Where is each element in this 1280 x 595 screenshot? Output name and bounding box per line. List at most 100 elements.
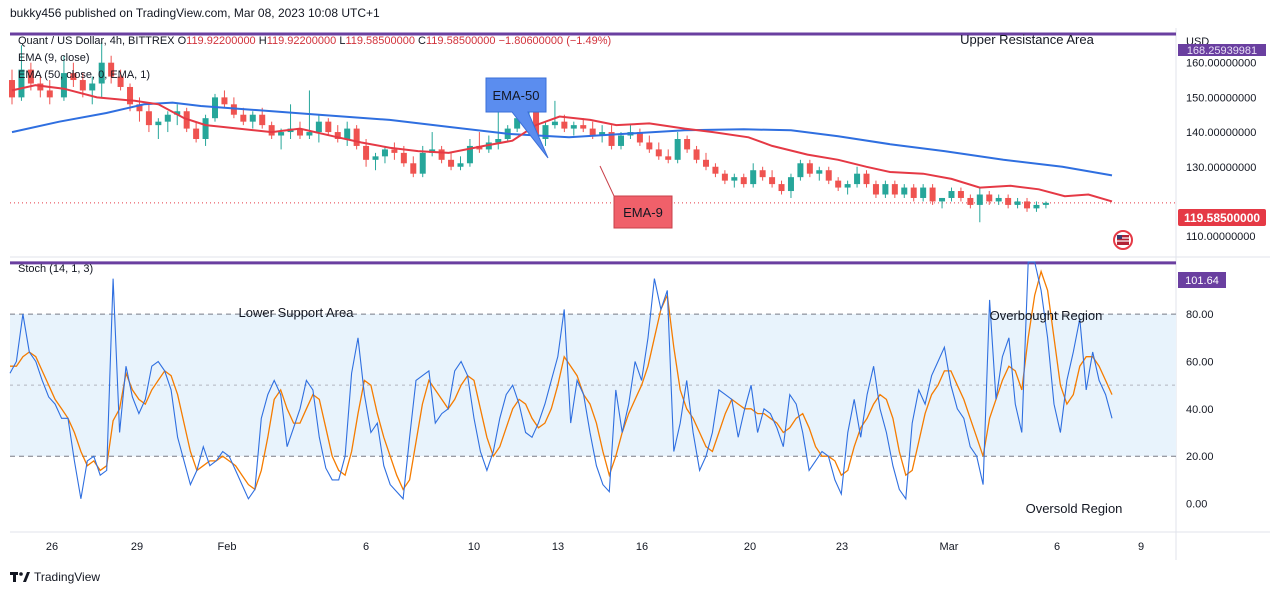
ema9-line xyxy=(11,84,1113,203)
candle-body xyxy=(665,156,672,160)
stoch-legend[interactable]: Stoch (14, 1, 3) xyxy=(18,263,94,275)
price-tick-label: 130.00000000 xyxy=(1186,162,1256,174)
candle-body xyxy=(1042,202,1049,205)
candle-body xyxy=(901,187,908,195)
stoch-tick-label: 20.00 xyxy=(1186,451,1214,463)
candle-body xyxy=(948,191,955,198)
candle-body xyxy=(608,132,615,146)
candle-body xyxy=(759,170,766,178)
candle-body xyxy=(296,128,303,136)
candle-body xyxy=(967,197,974,205)
candle-body xyxy=(514,118,521,129)
x-tick-label: 16 xyxy=(636,541,648,553)
resistance-level-tag: 168.25939981 xyxy=(1178,44,1266,57)
candle-body xyxy=(221,97,228,105)
lower-support-label: Lower Support Area xyxy=(239,305,355,320)
low-label: L xyxy=(339,35,346,47)
candle-body xyxy=(9,80,15,98)
candle-body xyxy=(202,118,209,139)
candle-body xyxy=(561,121,568,129)
candle-body xyxy=(797,163,804,178)
price-tick-label: 160.00000000 xyxy=(1186,58,1256,70)
candle-body xyxy=(769,177,776,185)
candle-body xyxy=(419,152,426,174)
candle-body xyxy=(740,177,747,185)
flag-field xyxy=(1117,235,1129,245)
ema9-callout-shape xyxy=(599,165,673,229)
footer-brand[interactable]: TradingView xyxy=(10,570,100,584)
candle-body xyxy=(684,139,691,150)
candle-body xyxy=(164,114,171,122)
stoch-k-line xyxy=(9,261,1113,501)
candle-body xyxy=(995,197,1002,202)
last-price-tag: 119.58500000 xyxy=(1178,209,1266,226)
candle-body xyxy=(882,184,889,195)
symbol-label[interactable]: Quant / US Dollar, 4h, BITTREX xyxy=(18,35,175,47)
candle-body xyxy=(778,184,785,192)
tradingview-logo-icon xyxy=(10,572,30,582)
open-value: 119.92200000 xyxy=(186,35,256,47)
ohlc-legend: Quant / US Dollar, 4h, BITTREX O119.9220… xyxy=(18,35,611,47)
oversold-label: Oversold Region xyxy=(1026,501,1123,516)
candle-body xyxy=(957,191,964,198)
candle-body xyxy=(391,149,398,153)
candle-body xyxy=(117,76,124,87)
candle-body xyxy=(400,152,407,164)
candle-body xyxy=(249,114,256,122)
candle-body xyxy=(844,184,851,188)
candle-body xyxy=(806,163,813,174)
flag-canton xyxy=(1117,235,1122,239)
candle-body xyxy=(872,184,879,195)
price-gridlines xyxy=(10,32,1176,204)
candle-body xyxy=(854,173,861,185)
candle-body xyxy=(655,149,662,157)
candle-body xyxy=(315,121,322,133)
candle-body xyxy=(70,73,77,81)
candle-body xyxy=(136,104,143,112)
candle-body xyxy=(230,104,237,115)
ema50-legend[interactable]: EMA (50, close, 0, EMA, 1) xyxy=(18,69,151,81)
candle-body xyxy=(353,128,360,146)
candle-body xyxy=(712,166,719,174)
candle-body xyxy=(674,139,681,160)
stoch-tick-label: 0.00 xyxy=(1186,499,1207,511)
candle-body xyxy=(268,125,275,136)
candle-body xyxy=(929,187,936,202)
close-label: C xyxy=(418,35,426,47)
candle-body xyxy=(240,114,247,122)
footer-brand-label: TradingView xyxy=(34,570,101,584)
open-label: O xyxy=(177,35,187,47)
candle-body xyxy=(495,139,502,143)
stoch-tick-label: 40.00 xyxy=(1186,404,1214,416)
candle-body xyxy=(155,121,162,126)
stoch-layer xyxy=(9,261,1176,501)
axes: 160.00000000150.00000000140.00000000130.… xyxy=(46,58,1256,553)
last-price-bg xyxy=(1178,209,1266,226)
candle-body xyxy=(60,73,67,98)
candle-body xyxy=(145,111,152,126)
close-value: 119.58500000 xyxy=(426,35,496,47)
candle-body xyxy=(108,62,115,77)
candle-body xyxy=(448,159,455,167)
resistance-level-bg xyxy=(1178,44,1266,56)
candle-body xyxy=(816,170,823,174)
candle-body xyxy=(89,83,96,91)
us-flag-icon[interactable] xyxy=(1113,230,1133,250)
ema9-legend[interactable]: EMA (9, close) xyxy=(18,52,90,64)
candle-body xyxy=(787,177,794,192)
price-tick-label: 140.00000000 xyxy=(1186,127,1256,139)
candle-body xyxy=(37,83,44,91)
x-tick-label: 6 xyxy=(1054,541,1060,553)
resistance-level-value: 168.25939981 xyxy=(1187,45,1257,57)
candle-body xyxy=(702,159,709,167)
candle-body xyxy=(618,135,625,146)
candle-body xyxy=(636,132,643,143)
ema9-callout: EMA-9 xyxy=(599,165,673,229)
candle-body xyxy=(18,69,25,98)
candle-body xyxy=(986,194,993,202)
candle-body xyxy=(372,156,379,160)
stoch-level-tag: 101.64 xyxy=(1178,272,1226,288)
x-tick-label: 13 xyxy=(552,541,564,553)
